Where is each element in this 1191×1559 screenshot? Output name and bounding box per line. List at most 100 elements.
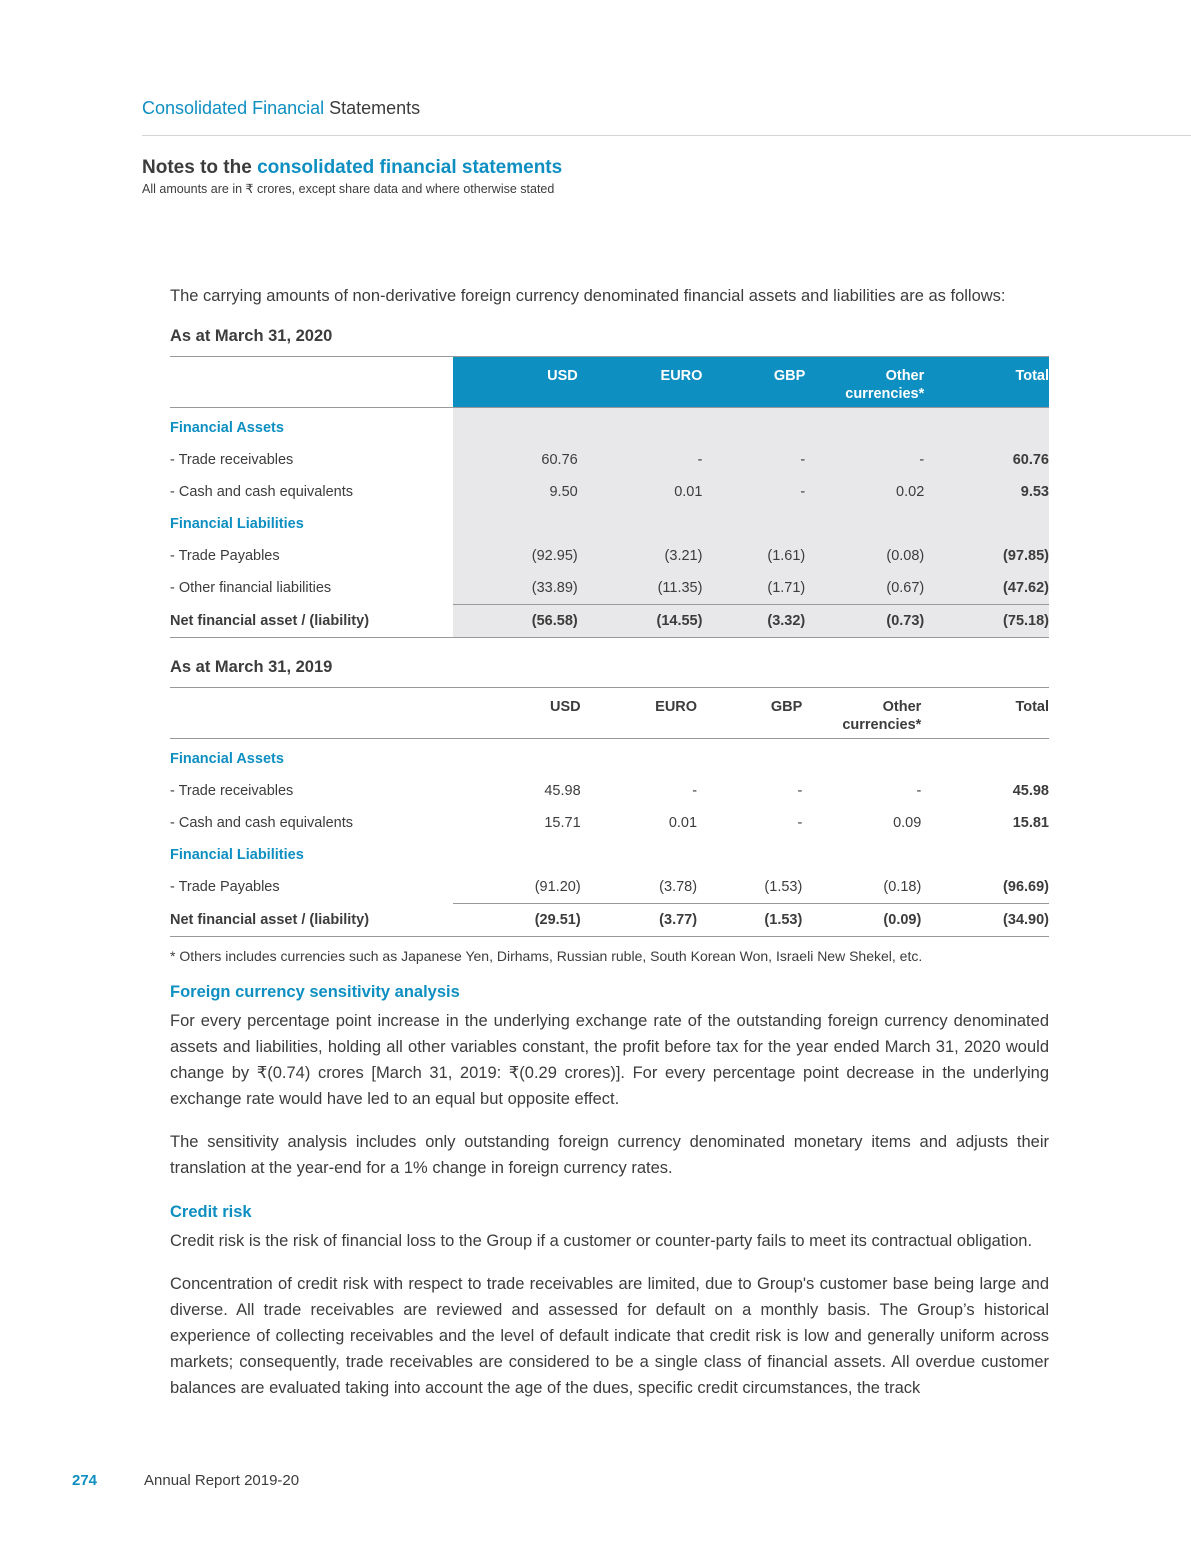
- cell-value: 60.76: [453, 444, 578, 476]
- cell-value: 0.02: [805, 476, 925, 508]
- cell-value: (97.85): [924, 540, 1049, 572]
- cell-value: -: [805, 444, 925, 476]
- table-as-at: As at March 31, 2019: [170, 658, 333, 676]
- column-header: USD: [453, 687, 581, 739]
- cell-value: [697, 839, 802, 871]
- row-label: Financial Liabilities: [170, 847, 304, 863]
- row-label: - Trade receivables: [170, 783, 294, 799]
- cell-value: (3.78): [659, 879, 698, 895]
- cell-value: -: [692, 783, 698, 799]
- notes-title-dark: Notes to the: [142, 157, 252, 178]
- table-row: - Trade Payables (92.95) (3.21) (1.61) (0.08…: [170, 540, 1049, 572]
- table-row: - Cash and cash equivalents 9.50 0.01-0.02…: [170, 476, 1049, 508]
- total-row: Net financial asset / (liability) (56.58)…: [170, 604, 1049, 638]
- section-row: Financial Liabilities: [170, 508, 1049, 540]
- column-header: Total: [924, 356, 1049, 408]
- cell-value: 9.50: [453, 476, 578, 508]
- table-row: - Trade receivables 45.98 - - - 45.98: [170, 775, 1049, 807]
- row-label: - Cash and cash equivalents: [170, 484, 353, 500]
- section-row: Financial Assets: [170, 739, 1049, 776]
- column-header: USD: [453, 356, 578, 408]
- cell-value: (11.35): [577, 572, 703, 605]
- content: The carrying amounts of non-derivative f…: [170, 283, 1049, 1401]
- tables: As at March 31, 2020 USD EURO GBP Other curre…: [170, 327, 1049, 937]
- cell-value: 0.09: [893, 815, 922, 831]
- cell-value: [805, 407, 925, 444]
- total-row: Net financial asset / (liability) (29.51)…: [170, 903, 1049, 937]
- row-label: Net financial asset / (liability): [170, 903, 453, 937]
- cell-value: (0.09): [802, 903, 922, 937]
- currency-table: USD EURO GBP Other currencies* Total Financial…: [170, 356, 1049, 638]
- cell-value: [805, 508, 925, 540]
- footnote: * Others includes currencies such as Jap…: [170, 948, 923, 964]
- cell-value: [802, 739, 921, 776]
- cell-value: (0.08): [805, 540, 925, 572]
- cell-value: (29.51): [453, 903, 581, 937]
- cell-value: 45.98: [1012, 783, 1049, 799]
- cell-value: [453, 839, 581, 871]
- cell-value: -: [916, 783, 922, 799]
- cell-value: (1.61): [702, 540, 806, 572]
- cell-value: [924, 407, 1049, 444]
- cell-value: [453, 739, 581, 776]
- cell-value: [924, 508, 1049, 540]
- cell-value: -: [797, 815, 803, 831]
- sensitivity-p2: The sensitivity analysis includes only o…: [170, 1133, 1049, 1177]
- row-label: Financial Assets: [170, 751, 284, 767]
- cell-value: (91.20): [534, 879, 581, 895]
- cell-value: -: [702, 444, 806, 476]
- row-label: - Trade Payables: [170, 879, 280, 896]
- cell-value: 0.01: [577, 476, 703, 508]
- section-row: Financial Assets: [170, 407, 1049, 444]
- column-header: Other currencies*: [805, 356, 925, 408]
- column-header: Other currencies*: [802, 687, 922, 739]
- row-label: Financial Liabilities: [170, 516, 304, 532]
- row-label: - Cash and cash equivalents: [170, 815, 353, 831]
- table-row: - Trade Payables (91.20) (3.78) (1.53) (0.18…: [170, 871, 1049, 904]
- table-row: - Trade receivables 60.76- - -60.76: [170, 444, 1049, 476]
- credit-p1: Credit risk is the risk of financial los…: [170, 1232, 1033, 1250]
- header-divider: [142, 135, 1191, 136]
- cell-value: [921, 739, 1049, 776]
- row-label: Net financial asset / (liability): [170, 604, 453, 638]
- report-name: Annual Report 2019-20: [144, 1472, 300, 1489]
- cell-value: 15.81: [1012, 815, 1049, 831]
- cell-value: [702, 407, 806, 444]
- cell-value: [577, 508, 703, 540]
- notes-title-blue: consolidated financial statements: [257, 157, 563, 178]
- cell-value: (3.77): [580, 903, 698, 937]
- column-header: Total: [921, 687, 1049, 739]
- column-header: GBP: [702, 356, 806, 408]
- table-as-at: As at March 31, 2020: [170, 327, 333, 345]
- cell-value: 45.98: [544, 783, 581, 799]
- cell-value: (56.58): [453, 604, 578, 638]
- row-label: - Trade Payables: [170, 548, 280, 564]
- cell-value: (3.32): [702, 604, 806, 638]
- cell-value: (1.53): [764, 879, 803, 895]
- table-row: - Cash and cash equivalents 15.71 0.01 - 0.0…: [170, 807, 1049, 839]
- currency-table: USD EURO GBP Other currencies* Total Financial…: [170, 687, 1049, 937]
- page-number: 274: [72, 1472, 98, 1489]
- cell-value: (92.95): [453, 540, 578, 572]
- cell-value: 15.71: [544, 815, 581, 831]
- cell-value: [581, 739, 697, 776]
- cell-value: (33.89): [453, 572, 578, 605]
- cell-value: (75.18): [924, 604, 1049, 638]
- row-label: - Trade receivables: [170, 452, 294, 468]
- sensitivity-p1: For every percentage point increase in t…: [170, 1012, 1049, 1108]
- cell-value: -: [797, 783, 803, 799]
- cell-value: [697, 739, 802, 776]
- cell-value: [581, 839, 697, 871]
- credit-heading: Credit risk: [170, 1203, 252, 1221]
- cell-value: (14.55): [577, 604, 703, 638]
- cell-value: [577, 407, 703, 444]
- column-header: EURO: [580, 687, 698, 739]
- cell-value: -: [577, 444, 703, 476]
- cell-value: 9.53: [924, 476, 1049, 508]
- notes-title: Notes to the consolidated financial stat…: [142, 157, 562, 179]
- credit-p2: Concentration of credit risk with respec…: [170, 1275, 1049, 1397]
- cell-value: (1.53): [697, 903, 803, 937]
- header-title-blue: Consolidated Financial: [142, 98, 325, 118]
- column-header: [170, 356, 453, 408]
